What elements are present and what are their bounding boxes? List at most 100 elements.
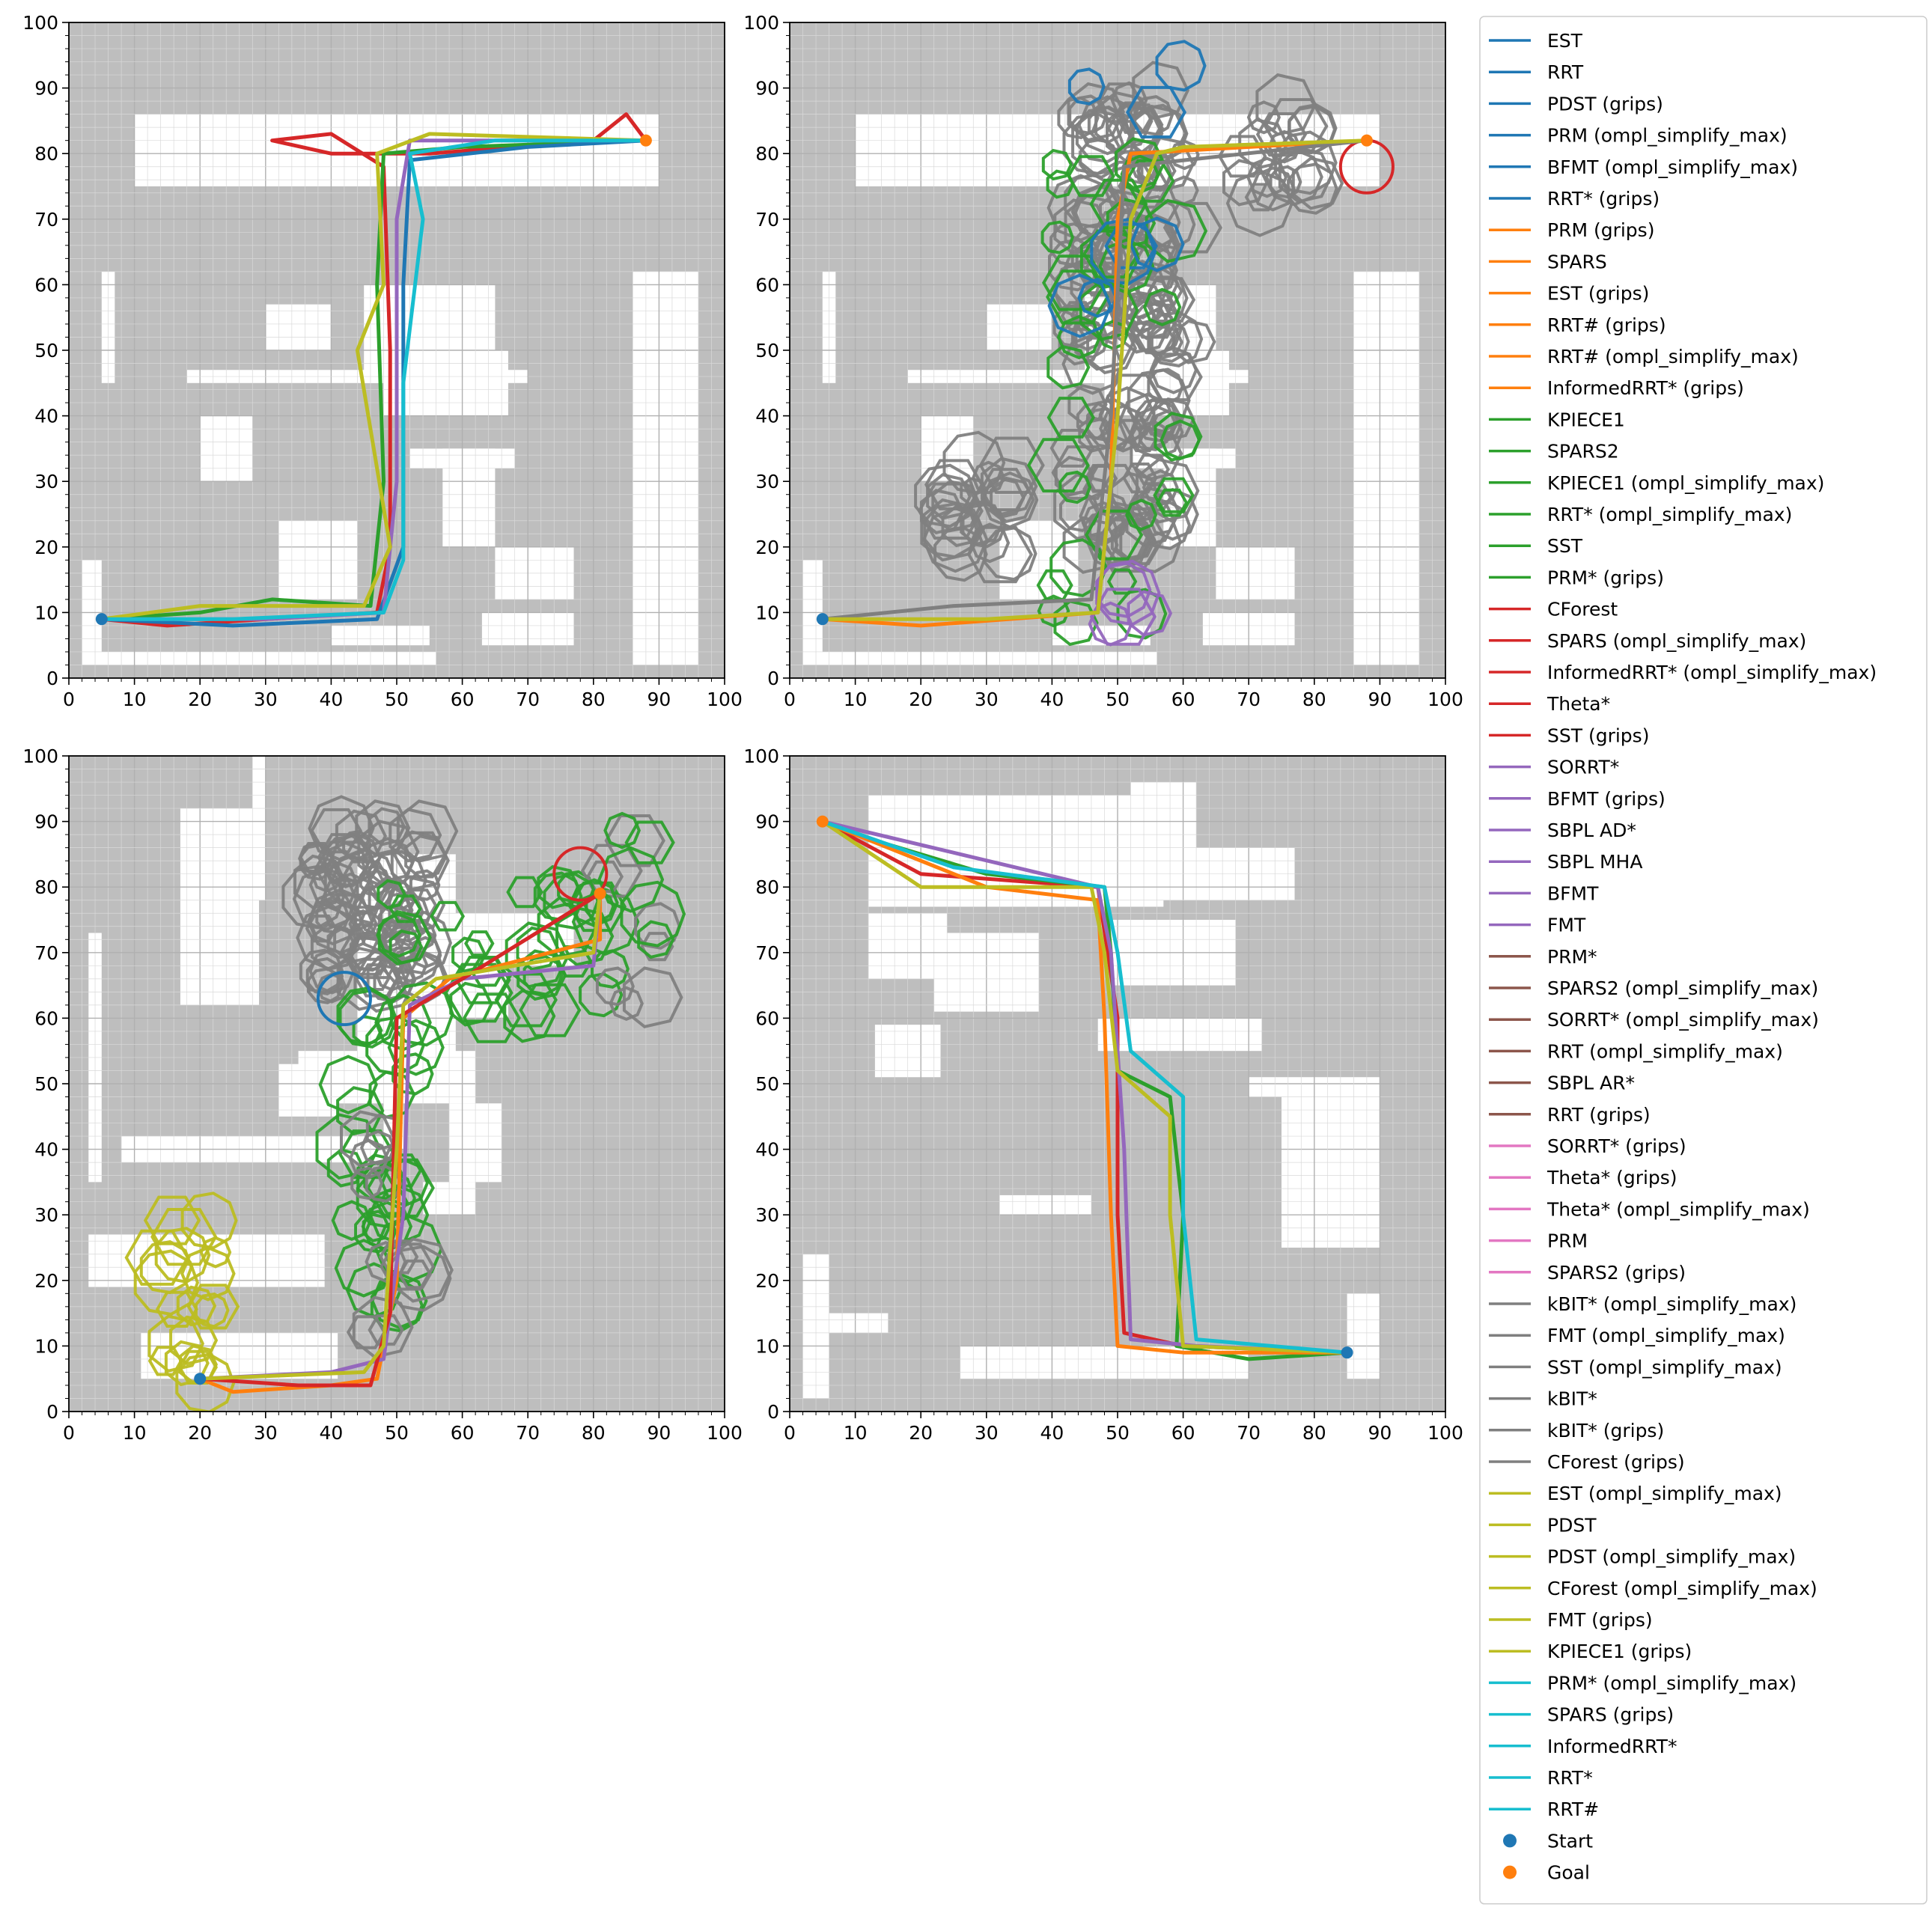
y-tick-label: 80 [34, 876, 58, 898]
legend-label: Goal [1547, 1862, 1590, 1884]
y-tick-label: 50 [34, 1073, 58, 1095]
loop-mark [311, 862, 342, 893]
loop-mark [316, 972, 348, 1004]
panel-top-left: 0 10 20 30 40 50 60 70 80 90 100 0 10 20 30 40 50 60 70 80 9… [22, 12, 743, 710]
loop-mark [368, 849, 428, 911]
loop-mark [1264, 147, 1323, 207]
x-tick-label: 0 [784, 1422, 796, 1444]
loop-mark [315, 1113, 381, 1180]
loop-mark [387, 1019, 445, 1076]
legend: EST RRT PDST (grips) PRM (ompl_simplify_max… [1479, 16, 1928, 1905]
loop-mark [917, 482, 984, 540]
legend-label: BFMT [1547, 882, 1599, 904]
paths [100, 112, 648, 628]
loop-mark [579, 972, 624, 1018]
y-tick-label: 90 [755, 78, 779, 100]
loop-mark [620, 880, 686, 948]
loop-mark [379, 923, 442, 987]
path-line [198, 891, 603, 1394]
loop-mark [308, 795, 375, 862]
free-cell [999, 1194, 1091, 1215]
loop-mark [340, 1110, 397, 1168]
y-tick-label: 30 [34, 471, 58, 492]
y-tick-label: 40 [755, 406, 779, 427]
loop-mark [308, 895, 358, 946]
legend-label: PRM (grips) [1547, 219, 1654, 241]
loop-mark [388, 894, 422, 924]
loop-clusters [914, 40, 1395, 647]
legend-label: FMT [1547, 915, 1586, 936]
loop-mark [133, 1249, 200, 1316]
legend-label: RRT# [1547, 1798, 1599, 1820]
y-tick-label: 70 [755, 942, 779, 964]
loop-mark [1288, 105, 1337, 155]
paths [820, 820, 1350, 1361]
loop-mark [537, 864, 580, 909]
y-tick-label: 70 [755, 209, 779, 231]
loop-mark [1041, 148, 1073, 181]
y-tick-label: 80 [755, 876, 779, 898]
y-tick-label: 80 [755, 143, 779, 165]
x-tick-label: 30 [254, 689, 278, 710]
x-tick-label: 20 [909, 1422, 933, 1444]
legend-label: SPARS2 (grips) [1547, 1262, 1686, 1284]
legend-label: BFMT (grips) [1547, 788, 1666, 810]
loop-circle [316, 971, 372, 1027]
x-tick-label: 20 [188, 1422, 212, 1444]
loop-mark [1132, 61, 1190, 120]
free-cell [278, 1064, 338, 1117]
loop-mark [1142, 469, 1179, 506]
legend-label: SPARS2 [1547, 441, 1619, 463]
loop-mark [1067, 67, 1106, 106]
loop-mark [374, 1214, 443, 1284]
paths [198, 891, 603, 1394]
x-tick-label: 20 [188, 689, 212, 710]
panel-top-right: 0 10 20 30 40 50 60 70 80 90 100 0 10 20 30 40 50 60 70 80 9… [743, 12, 1463, 710]
x-tick-label: 50 [385, 689, 409, 710]
free-cell [986, 304, 1052, 350]
loop-mark [1046, 169, 1075, 199]
start-marker [95, 613, 108, 626]
loop-mark [186, 1284, 240, 1330]
path-line [820, 820, 1350, 1355]
x-tick-label: 0 [784, 689, 796, 710]
loop-mark [1047, 273, 1112, 338]
loop-mark [1263, 98, 1329, 154]
free-cell [1347, 1293, 1380, 1379]
loop-mark [1053, 599, 1099, 647]
loop-mark [366, 1158, 435, 1218]
y-tick-label: 30 [755, 1204, 779, 1226]
legend-label: FMT (grips) [1547, 1609, 1653, 1631]
loop-mark [322, 834, 375, 888]
x-tick-label: 80 [582, 689, 606, 710]
legend-label: Theta* (ompl_simplify_max) [1546, 1198, 1810, 1220]
loop-mark [1046, 269, 1109, 325]
loop-mark [370, 1278, 424, 1333]
x-tick-label: 100 [707, 1422, 743, 1444]
x-tick-label: 80 [582, 1422, 606, 1444]
loop-mark [387, 946, 419, 974]
loop-mark [604, 814, 665, 867]
loop-mark [1046, 344, 1091, 390]
loop-mark [377, 879, 406, 909]
x-tick-label: 90 [647, 1422, 671, 1444]
start-marker [194, 1373, 207, 1385]
loop-mark [1082, 229, 1140, 279]
legend-label: SPARS2 (ompl_simplify_max) [1547, 977, 1818, 999]
x-tick-label: 40 [319, 1422, 343, 1444]
free-cell [1282, 1084, 1380, 1248]
path-line [820, 138, 1369, 621]
path-line [198, 891, 603, 1388]
loop-mark [1169, 139, 1200, 171]
loop-mark [388, 808, 442, 863]
loop-mark [346, 1315, 386, 1349]
x-tick-label: 30 [975, 689, 999, 710]
y-tick-label: 60 [755, 1007, 779, 1029]
free-cell [180, 808, 260, 1005]
loop-mark [1106, 373, 1162, 422]
x-tick-label: 60 [1171, 1422, 1195, 1444]
x-tick-label: 60 [451, 689, 475, 710]
loop-mark [396, 799, 459, 863]
loop-mark [919, 489, 965, 534]
x-tick-label: 30 [975, 1422, 999, 1444]
